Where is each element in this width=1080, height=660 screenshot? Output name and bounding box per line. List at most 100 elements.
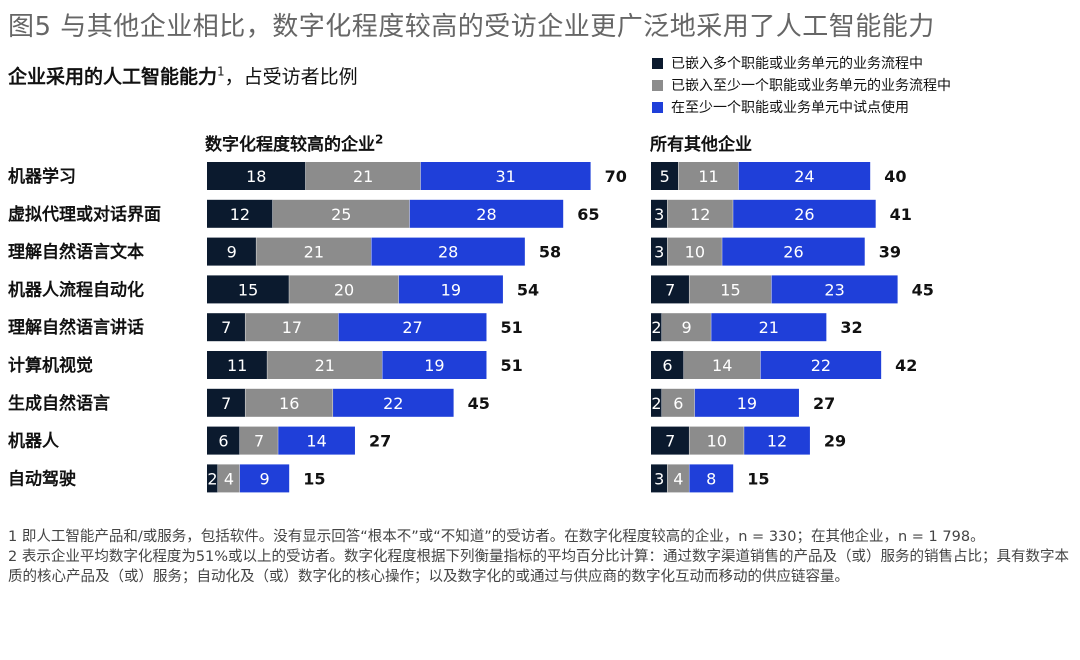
panel-title-footnote-mark: 2 xyxy=(375,132,384,147)
data-label: 7 xyxy=(221,318,231,337)
subtitle-main: 企业采用的人工智能能力 xyxy=(8,66,218,88)
data-label: 24 xyxy=(794,167,814,186)
bar-segment xyxy=(689,464,734,493)
footnote-1: 1 即人工智能产品和/或服务，包括软件。没有显示回答“根本不”或“不知道”的受访… xyxy=(8,529,985,545)
legend: 已嵌入多个职能或业务单元的业务流程中 已嵌入至少一个职能或业务单元的业务流程中 … xyxy=(652,52,951,118)
data-label: 26 xyxy=(783,243,803,262)
bar-segment xyxy=(207,351,268,379)
bar-segment xyxy=(272,199,410,228)
bar-segment xyxy=(207,426,240,455)
data-label: 27 xyxy=(402,318,422,337)
legend-label-pilot: 在至少一个职能或业务单元中试点使用 xyxy=(671,100,909,116)
data-label: 19 xyxy=(424,356,444,375)
bar-segment xyxy=(256,237,372,266)
chart-subtitle: 企业采用的人工智能能力1，占受访者比例 xyxy=(8,62,358,89)
data-label: 28 xyxy=(438,243,458,262)
bar-segment xyxy=(733,199,876,228)
data-label: 16 xyxy=(279,394,299,413)
data-label: 21 xyxy=(304,243,324,262)
total-label: 65 xyxy=(577,205,599,224)
legend-label-embedded-one: 已嵌入至少一个职能或业务单元的业务流程中 xyxy=(671,78,951,94)
bar-segment xyxy=(651,313,662,342)
data-label: 20 xyxy=(334,280,354,299)
subtitle-rest: ，占受访者比例 xyxy=(224,66,358,88)
bar-segment xyxy=(398,275,503,304)
category-label: 虚拟代理或对话界面 xyxy=(8,204,161,225)
bar-segment xyxy=(651,464,668,493)
bar-segment xyxy=(409,199,564,228)
data-label: 12 xyxy=(767,432,787,451)
data-label: 8 xyxy=(706,469,716,488)
bar-segment xyxy=(760,351,882,379)
bar-segment xyxy=(661,388,695,417)
legend-item-embedded-multi: 已嵌入多个职能或业务单元的业务流程中 xyxy=(652,52,951,74)
bar-segment xyxy=(683,351,761,379)
bar-segment xyxy=(651,388,662,417)
data-label: 31 xyxy=(495,167,515,186)
data-label: 11 xyxy=(698,167,718,186)
bar-segment xyxy=(382,351,487,379)
panel-title-all-others: 所有其他企业 xyxy=(650,130,752,155)
bar-segment xyxy=(267,351,383,379)
data-label: 7 xyxy=(221,394,231,413)
category-label: 生成自然语言 xyxy=(8,393,110,414)
panel-title-text: 数字化程度较高的企业 xyxy=(205,135,375,155)
bar-segment xyxy=(245,388,334,417)
bar-segment xyxy=(694,388,799,417)
legend-swatch-embedded-one xyxy=(652,79,663,91)
category-label: 机器人流程自动化 xyxy=(8,279,144,300)
bar-segment xyxy=(305,162,421,190)
total-label: 54 xyxy=(517,280,539,299)
data-label: 3 xyxy=(654,205,664,224)
total-label: 15 xyxy=(303,469,325,488)
data-label: 7 xyxy=(665,432,675,451)
bar-segment xyxy=(667,237,723,266)
category-label: 计算机视觉 xyxy=(8,355,93,376)
total-label: 45 xyxy=(912,280,934,299)
data-label: 7 xyxy=(665,280,675,299)
total-label: 58 xyxy=(539,243,561,262)
bar-segment xyxy=(661,313,712,342)
category-label: 自动驾驶 xyxy=(8,468,76,489)
panel-title-text: 所有其他企业 xyxy=(650,135,752,155)
bar-segment xyxy=(207,162,306,190)
legend-swatch-embedded-multi xyxy=(652,57,663,69)
data-label: 10 xyxy=(707,432,727,451)
data-label: 11 xyxy=(227,356,247,375)
total-label: 51 xyxy=(500,356,522,375)
data-label: 2 xyxy=(651,394,661,413)
data-label: 10 xyxy=(685,243,705,262)
bar-segment xyxy=(651,351,684,379)
data-label: 14 xyxy=(712,356,732,375)
data-label: 6 xyxy=(218,432,228,451)
bar-segment xyxy=(667,199,734,228)
data-label: 2 xyxy=(651,318,661,337)
data-label: 21 xyxy=(353,167,373,186)
bar-segment xyxy=(338,313,487,342)
bar-segment xyxy=(771,275,898,304)
bar-segment xyxy=(651,237,668,266)
total-label: 45 xyxy=(468,394,490,413)
bar-segment xyxy=(217,464,240,493)
total-label: 27 xyxy=(813,394,835,413)
category-label: 理解自然语言文本 xyxy=(8,242,144,263)
bar-segment xyxy=(651,275,690,304)
data-label: 5 xyxy=(660,167,670,186)
data-label: 14 xyxy=(306,432,326,451)
bar-segment xyxy=(667,464,690,493)
total-label: 27 xyxy=(369,432,391,451)
total-label: 70 xyxy=(605,167,627,186)
bar-segment xyxy=(239,426,279,455)
data-label: 17 xyxy=(282,318,302,337)
data-label: 25 xyxy=(331,205,351,224)
footnotes: 1 即人工智能产品和/或服务，包括软件。没有显示回答“根本不”或“不知道”的受访… xyxy=(8,527,1072,587)
data-label: 26 xyxy=(794,205,814,224)
stacked-bar-chart: 机器学习虚拟代理或对话界面理解自然语言文本机器人流程自动化理解自然语言讲话计算机… xyxy=(8,162,934,493)
data-label: 19 xyxy=(441,280,461,299)
total-label: 29 xyxy=(824,432,846,451)
bar-segment xyxy=(207,199,273,228)
data-label: 22 xyxy=(811,356,831,375)
data-label: 9 xyxy=(682,318,692,337)
bar-segment xyxy=(207,464,218,493)
bar-segment xyxy=(651,199,668,228)
